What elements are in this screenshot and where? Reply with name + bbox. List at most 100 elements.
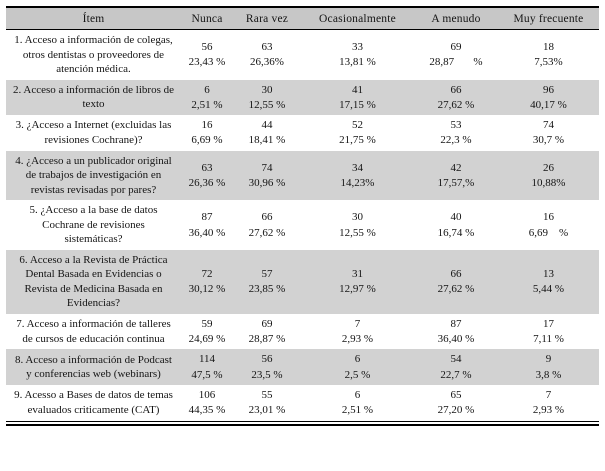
count-value: 66 [261,211,273,224]
value-cell: 54 22,7 % [414,349,498,385]
count-value: 87 [201,211,213,224]
value-cell: 7 2,93 % [498,385,599,421]
count-value: 63 [261,40,273,53]
count-value: 74 [543,119,554,132]
count-value: 6 [354,353,361,366]
percent-value: 23,85 % [248,283,286,296]
percent-value: 2,51 % [341,404,374,417]
count-value: 74 [261,161,273,174]
count-value: 65 [450,389,462,402]
value-cell: 34 14,23% [301,151,414,201]
percent-value: 17,15 % [339,98,376,111]
value-cell: 44 18,41 % [233,115,301,151]
percent-value: 24,69 % [188,333,226,346]
value-cell: 56 23,5 % [233,349,301,385]
table-row: 9. Acesso a Bases de datos de temas eval… [6,385,599,421]
value-cell: 65 27,20 % [414,385,498,421]
count-value: 44 [261,119,273,132]
value-cell: 72 30,12 % [181,250,233,314]
percent-value: 22,3 % [440,134,472,147]
percent-value: 27,62 % [437,283,475,296]
value-cell: 66 27,62 % [414,250,498,314]
value-cell: 41 17,15 % [301,80,414,116]
value-cell: 66 27,62 % [233,200,301,250]
percent-value: 2,51 % [191,98,223,111]
percent-value: 14,23% [340,177,375,189]
count-value: 56 [261,353,273,366]
count-value: 63 [201,161,213,174]
count-value: 54 [450,353,462,366]
percent-value: 27,62 % [248,226,286,239]
percent-value: 2,93 % [532,404,565,417]
percent-value: 27,20 % [437,404,475,417]
count-value: 13 [543,268,554,281]
count-value: 30 [352,211,363,224]
count-value: 7 [545,389,552,402]
value-cell: 16 6,69 % [498,200,599,250]
percent-value: 3,8 % [535,368,562,381]
percent-value: 30,7 % [532,134,565,147]
count-value: 69 [261,317,273,330]
count-value: 59 [201,317,213,330]
table-row: 2. Acceso a información de libros de tex… [6,79,599,116]
value-cell: 6 2,5 % [301,349,414,385]
value-cell: 42 17,57,% [414,151,498,201]
percent-value: 5,44 % [532,283,565,296]
percent-value: 27,62 % [437,98,475,111]
value-cell: 6 2,51 % [301,385,414,421]
count-value: 57 [261,268,273,281]
table-row: 8. Acceso a información de Podcast y con… [6,349,599,386]
value-cell: 74 30,96 % [233,151,301,201]
bottom-rule-thick [6,423,599,427]
count-value: 40 [450,211,462,224]
table-body: 1. Acceso a información de colegas, otro… [6,30,599,421]
percent-value: 30,12 % [188,283,226,296]
count-value: 30 [261,83,273,96]
percent-value: 12,55 % [339,226,376,239]
percent-value: 26,36% [250,56,284,69]
count-value: 26 [543,161,554,174]
percent-value: 10,88% [531,177,566,189]
item-cell: 6. Acceso a la Revista de Práctica Denta… [19,253,168,310]
value-cell: 114 47,5 % [181,349,233,385]
frequency-table-wrap: Ítem Nunca Rara vez Ocasionalmente A men… [6,6,599,427]
percent-value: 26,36 % [188,177,226,189]
column-header-item: Ítem [6,7,181,30]
percent-value: 2,5 % [344,368,371,381]
value-cell: 30 12,55 % [233,80,301,116]
count-value: 114 [198,353,216,366]
table-row: 7. Acceso a información de talleres de c… [6,314,599,350]
value-cell: 13 5,44 % [498,250,599,314]
value-cell: 87 36,40 % [181,200,233,250]
count-value: 6 [354,389,361,402]
percent-value: 44,35 % [188,404,226,417]
count-value: 87 [450,317,462,330]
count-value: 96 [543,83,554,96]
value-cell: 57 23,85 % [233,250,301,314]
percent-value: 18,41 % [248,134,286,147]
item-cell: 3. ¿Acceso a Internet (excluidas las rev… [15,119,172,146]
value-cell: 53 22,3 % [414,115,498,151]
percent-value: 23,43 % [188,56,226,69]
count-value: 56 [201,40,213,53]
value-cell: 18 7,53% [498,30,599,80]
count-value: 9 [545,353,552,366]
table-row: 3. ¿Acceso a Internet (excluidas las rev… [6,115,599,151]
count-value: 69 [450,40,462,53]
count-value: 55 [261,389,273,402]
item-cell: 9. Acesso a Bases de datos de temas eval… [14,389,173,416]
percent-value: 13,81 % [339,56,376,69]
table-row: 5. ¿Acceso a la base de datos Cochrane d… [6,200,599,250]
value-cell: 17 7,11 % [498,314,599,350]
percent-value: 22,7 % [440,368,472,381]
percent-value: 30,96 % [248,177,286,189]
count-value: 41 [352,83,363,96]
percent-value: 12,97 % [339,283,376,296]
column-header-rara-vez: Rara vez [233,7,301,30]
value-cell: 63 26,36% [233,30,301,80]
column-header-muy-frecuente: Muy frecuente [498,7,599,30]
value-cell: 55 23,01 % [233,385,301,421]
value-cell: 33 13,81 % [301,30,414,80]
value-cell: 52 21,75 % [301,115,414,151]
